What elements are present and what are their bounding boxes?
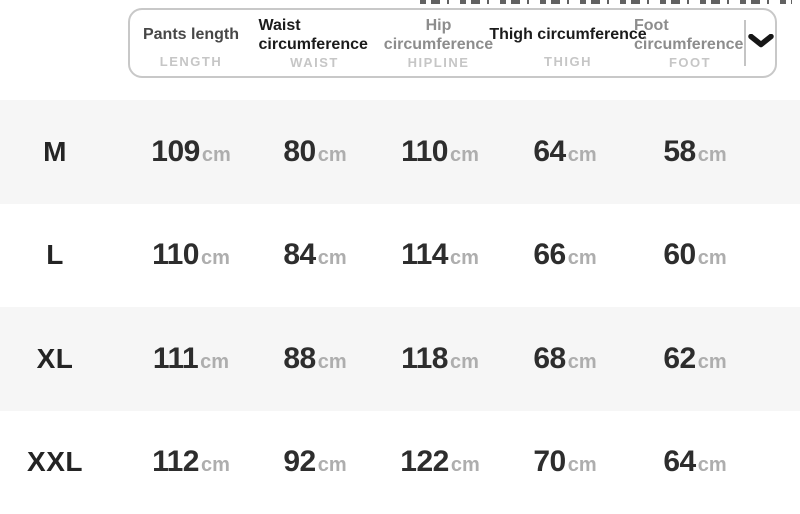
measurement-unit: cm bbox=[450, 143, 479, 166]
measurement-cell: 62 cm bbox=[608, 342, 782, 376]
measurement-cell: 109 cm bbox=[110, 135, 272, 169]
measurement-cell: 84 cm bbox=[272, 238, 358, 272]
measurement-cell: 92 cm bbox=[272, 445, 358, 479]
measurement-value: 60 bbox=[663, 238, 696, 272]
size-chart-header: Pants length LENGTH Waist circumference … bbox=[128, 8, 777, 78]
measurement-value: 70 bbox=[533, 445, 566, 479]
header-column-sublabel: LENGTH bbox=[159, 54, 223, 69]
measurement-unit: cm bbox=[697, 247, 727, 270]
header-column-label: Thigh circumference bbox=[489, 26, 647, 43]
chevron-down-icon bbox=[747, 33, 774, 53]
header-column: Hip circumference HIPLINE bbox=[377, 10, 500, 76]
header-column: Waist circumference WAIST bbox=[252, 10, 377, 76]
measurement-unit: cm bbox=[567, 350, 597, 373]
table-row: XXL 112 cm 92 cm 122 cm 70 cm 64 cm bbox=[0, 411, 800, 514]
measurement-value: 84 bbox=[283, 238, 316, 272]
measurement-value: 64 bbox=[533, 134, 566, 168]
size-label: XL bbox=[36, 342, 74, 374]
header-column-sublabel: THIGH bbox=[544, 54, 592, 69]
expand-size-chart-button[interactable] bbox=[746, 10, 775, 76]
table-row: L 110 cm 84 cm 114 cm 66 cm 60 cm bbox=[0, 204, 800, 308]
header-divider bbox=[744, 20, 746, 66]
header-column: Pants length LENGTH bbox=[130, 10, 252, 76]
table-row: M 109 cm 80 cm 110 cm 64 cm 58 cm bbox=[0, 100, 800, 204]
measurement-cell: 66 cm bbox=[522, 238, 608, 272]
measurement-cell: 70 cm bbox=[522, 445, 608, 479]
measurement-unit: cm bbox=[317, 247, 347, 270]
size-label: L bbox=[46, 239, 64, 271]
measurement-value: 88 bbox=[283, 341, 316, 375]
measurement-value: 58 bbox=[663, 134, 696, 168]
measurement-unit: cm bbox=[697, 143, 727, 166]
measurement-value: 118 bbox=[401, 341, 448, 375]
measurement-cell: 88 cm bbox=[272, 342, 358, 376]
measurement-value: 111 bbox=[152, 341, 199, 375]
header-column-label: Foot circumference bbox=[634, 17, 744, 53]
header-column-label: Waist circumference bbox=[258, 17, 368, 53]
table-row: XL 111 cm 88 cm 118 cm 68 cm 62 cm bbox=[0, 307, 800, 411]
cropped-text-fragments bbox=[420, 0, 792, 4]
measurement-value: 66 bbox=[533, 238, 566, 272]
header-column-sublabel: WAIST bbox=[290, 55, 339, 70]
measurement-value: 80 bbox=[283, 134, 316, 168]
measurement-unit: cm bbox=[450, 350, 479, 373]
measurement-unit: cm bbox=[567, 454, 597, 477]
measurement-unit: cm bbox=[697, 454, 727, 477]
measurement-value: 110 bbox=[401, 134, 448, 168]
measurement-cell: 64 cm bbox=[522, 135, 608, 169]
measurement-value: 112 bbox=[152, 445, 199, 479]
measurement-cell: 64 cm bbox=[608, 445, 782, 479]
measurement-cell: 68 cm bbox=[522, 342, 608, 376]
measurement-cell: 58 cm bbox=[608, 135, 782, 169]
measurement-cell: 112 cm bbox=[110, 445, 272, 479]
measurement-value: 92 bbox=[283, 445, 316, 479]
measurement-value: 68 bbox=[533, 341, 566, 375]
header-column-sublabel: FOOT bbox=[668, 55, 712, 70]
measurement-value: 62 bbox=[663, 341, 696, 375]
measurement-unit: cm bbox=[317, 350, 347, 373]
measurement-cell: 60 cm bbox=[608, 238, 782, 272]
size-label: XXL bbox=[27, 446, 83, 478]
measurement-unit: cm bbox=[450, 247, 479, 270]
measurement-value: 114 bbox=[401, 238, 448, 272]
header-column-sublabel: HIPLINE bbox=[407, 55, 470, 70]
measurement-cell: 111 cm bbox=[110, 342, 272, 376]
header-column-label: Pants length bbox=[142, 26, 239, 43]
measurement-value: 122 bbox=[400, 445, 449, 479]
size-label: M bbox=[43, 135, 67, 167]
measurement-unit: cm bbox=[201, 143, 231, 166]
measurement-cell: 114 cm bbox=[358, 238, 522, 272]
measurement-cell: 80 cm bbox=[272, 135, 358, 169]
measurement-cell: 110 cm bbox=[358, 135, 522, 169]
size-table: M 109 cm 80 cm 110 cm 64 cm 58 cm L 110 cm 84 cm 114 c… bbox=[0, 100, 800, 514]
measurement-unit: cm bbox=[317, 143, 347, 166]
measurement-value: 109 bbox=[151, 134, 200, 168]
measurement-cell: 122 cm bbox=[358, 445, 522, 479]
measurement-unit: cm bbox=[201, 247, 230, 270]
measurement-value: 64 bbox=[663, 445, 696, 479]
measurement-unit: cm bbox=[200, 350, 230, 373]
measurement-unit: cm bbox=[450, 454, 480, 477]
measurement-cell: 110 cm bbox=[110, 238, 272, 272]
measurement-unit: cm bbox=[201, 454, 230, 477]
measurement-unit: cm bbox=[567, 143, 597, 166]
measurement-unit: cm bbox=[697, 350, 727, 373]
header-column: Foot circumference FOOT bbox=[634, 10, 744, 76]
measurement-cell: 118 cm bbox=[358, 342, 522, 376]
measurement-unit: cm bbox=[317, 454, 347, 477]
header-columns: Pants length LENGTH Waist circumference … bbox=[130, 10, 744, 76]
header-column: Thigh circumference THIGH bbox=[489, 10, 646, 76]
measurement-value: 110 bbox=[152, 238, 199, 272]
measurement-unit: cm bbox=[567, 247, 597, 270]
header-column-label: Hip circumference bbox=[383, 17, 494, 53]
